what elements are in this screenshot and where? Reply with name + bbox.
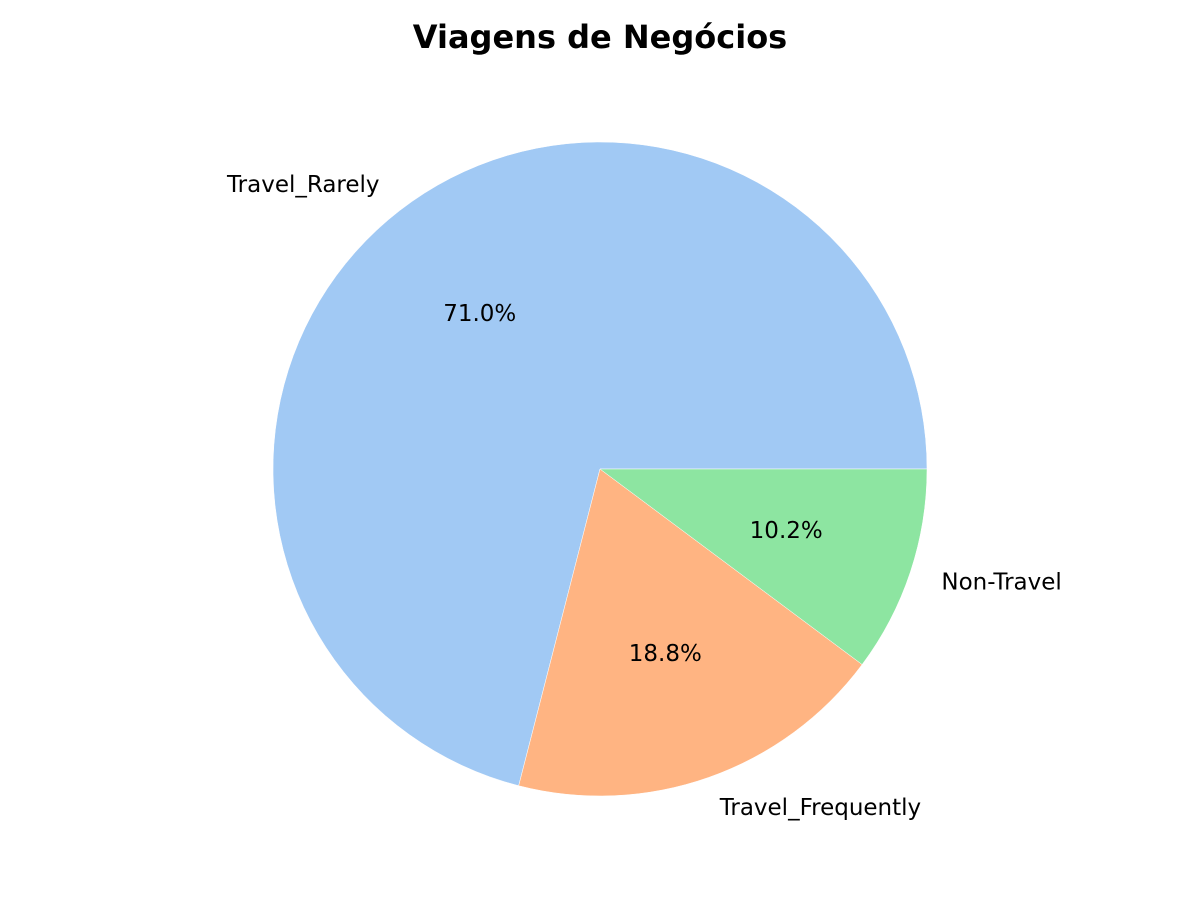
pct-label-non-travel: 10.2%: [750, 518, 823, 544]
slice-label-travel-rarely: Travel_Rarely: [226, 172, 380, 198]
chart-title: Viagens de Negócios: [413, 18, 787, 56]
pct-label-travel-frequently: 18.8%: [629, 641, 702, 667]
pct-label-travel-rarely: 71.0%: [443, 301, 516, 327]
pie-slice-non-travel: [599, 468, 928, 665]
pie-slice-travel-rarely: [272, 141, 928, 787]
slice-label-non-travel: Non-Travel: [941, 569, 1061, 595]
slice-label-travel-frequently: Travel_Frequently: [719, 795, 921, 821]
pie-slice-travel-frequently: [518, 468, 863, 797]
pie-slices: [272, 141, 928, 797]
pie-labels: Travel_Rarely 71.0% Travel_Frequently 18.8%…: [226, 172, 1062, 821]
